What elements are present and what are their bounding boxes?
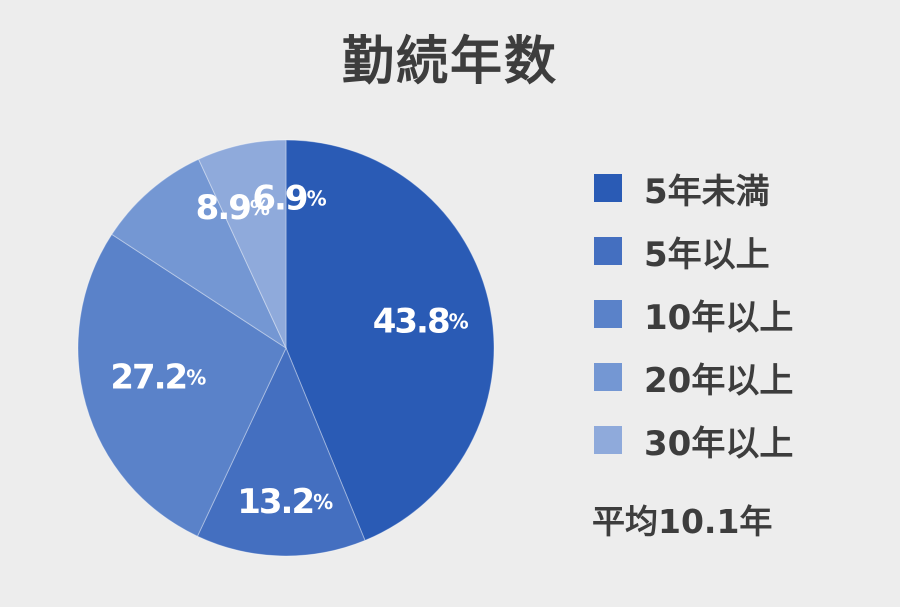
chart-title: 勤続年数 (341, 32, 558, 92)
slice-value-label: 8.9% (196, 188, 270, 228)
legend-swatch (594, 237, 622, 265)
legend-item: 20年以上 (594, 355, 794, 401)
pie-slice (285, 139, 495, 542)
legend-swatch (594, 363, 622, 391)
legend-label: 20年以上 (644, 360, 794, 401)
pie-slices (77, 139, 495, 557)
slice-value-label: 6.9% (252, 178, 326, 218)
legend-item: 10年以上 (594, 292, 794, 338)
legend-label: 5年以上 (644, 234, 770, 275)
legend-item: 5年未満 (594, 166, 793, 212)
pie-labels: 43.8% 13.2% 27.2% 8.9%6.9% (110, 178, 468, 522)
legend-swatch (594, 174, 622, 202)
average-note: 平均10.1年 (592, 502, 773, 541)
legend-label: 10年以上 (644, 297, 794, 338)
pie-slice (77, 233, 287, 537)
legend-item: 5年以上 (594, 229, 793, 275)
pie-slice (111, 158, 288, 350)
legend-label: 30年以上 (644, 423, 794, 464)
pie-slice (197, 139, 287, 349)
legend-swatch (594, 426, 622, 454)
legend-swatch (594, 300, 622, 328)
legend: 5年未満 5年以上 10年以上 20年以上 30年以上 (594, 166, 793, 481)
legend-item: 30年以上 (594, 418, 794, 464)
pie-slice (196, 346, 366, 557)
slice-value-label: 43.8% (373, 301, 469, 341)
legend-label: 5年未満 (644, 171, 770, 212)
slice-value-label: 13.2% (237, 482, 333, 522)
slice-value-label: 27.2% (110, 357, 206, 397)
